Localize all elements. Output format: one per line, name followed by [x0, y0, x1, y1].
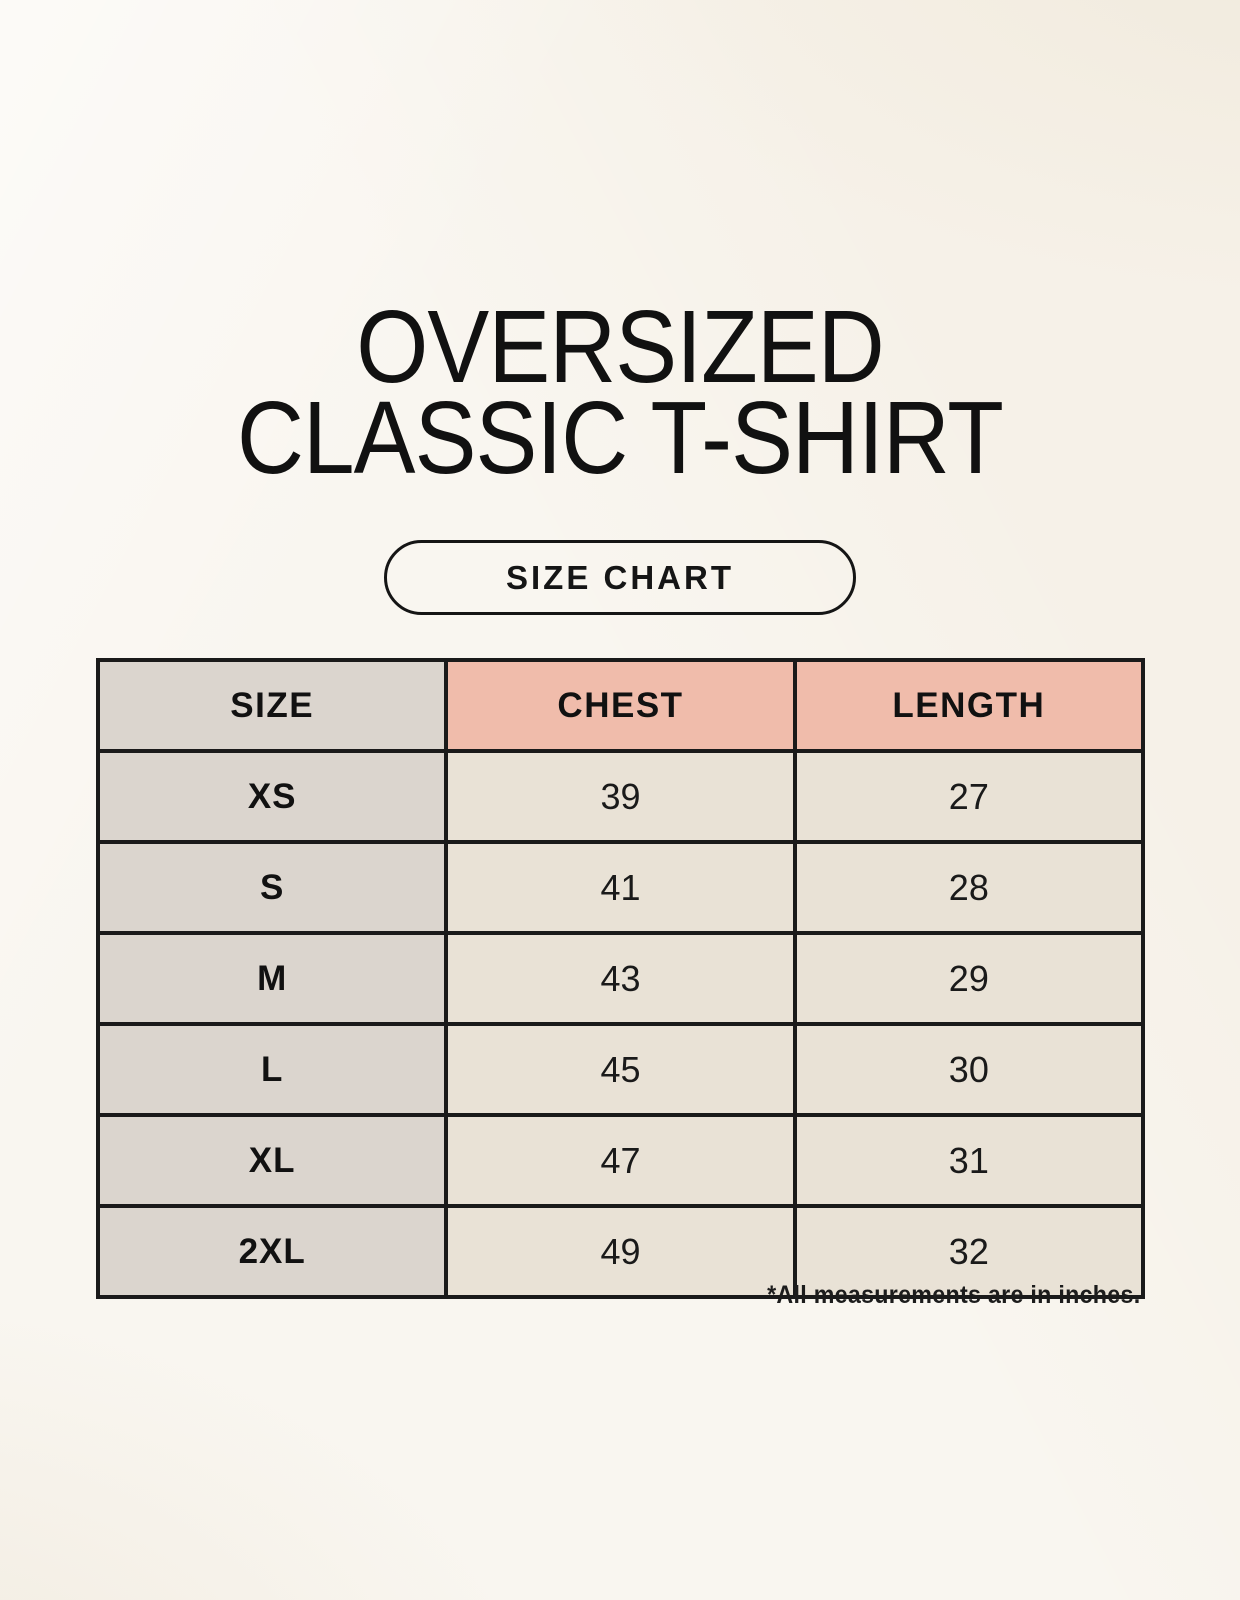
column-header-chest: CHEST	[444, 658, 797, 753]
column-header-length: LENGTH	[792, 658, 1146, 753]
table-row: 2XL 49 32	[95, 1204, 1146, 1299]
size-label-cell: 2XL	[95, 1204, 449, 1299]
length-value-cell: 29	[792, 931, 1146, 1026]
size-label-cell: XL	[95, 1113, 449, 1208]
length-value-cell: 32	[792, 1204, 1146, 1299]
length-value-cell: 28	[792, 840, 1146, 935]
chest-value-cell: 43	[444, 931, 797, 1026]
measurements-footnote: *All measurements are in inches.	[766, 1281, 1140, 1309]
length-value-cell: 31	[792, 1113, 1146, 1208]
chest-value-cell: 47	[444, 1113, 797, 1208]
chest-value-cell: 41	[444, 840, 797, 935]
table-row: XL 47 31	[95, 1113, 1146, 1208]
table-row: L 45 30	[95, 1022, 1146, 1117]
size-chart-button[interactable]: SIZE CHART	[384, 540, 856, 615]
table-row: M 43 29	[95, 931, 1146, 1026]
chest-value-cell: 49	[444, 1204, 797, 1299]
size-label-cell: XS	[95, 749, 449, 844]
column-header-size: SIZE	[95, 658, 449, 753]
size-table-body: XS 39 27 S 41 28 M 43 29 L 45 30 XL 47 31 2XL 49 32	[95, 749, 1146, 1299]
size-label-cell: S	[95, 840, 449, 935]
page-title: OVERSIZED CLASSIC T-SHIRT	[62, 295, 1178, 489]
table-row: XS 39 27	[95, 749, 1146, 844]
length-value-cell: 27	[792, 749, 1146, 844]
title-line-2: CLASSIC T-SHIRT	[236, 380, 1004, 495]
size-table-header: SIZE CHEST LENGTH	[95, 658, 1146, 753]
chest-value-cell: 45	[444, 1022, 797, 1117]
length-value-cell: 30	[792, 1022, 1146, 1117]
size-chart-table: SIZE CHEST LENGTH XS 39 27 S 41 28 M 43 29 L 45 30 X…	[95, 658, 1146, 1299]
table-row: S 41 28	[95, 840, 1146, 935]
size-label-cell: L	[95, 1022, 449, 1117]
size-label-cell: M	[95, 931, 449, 1026]
size-chart-button-label: SIZE CHART	[506, 558, 734, 596]
chest-value-cell: 39	[444, 749, 797, 844]
title-line-1: OVERSIZED	[356, 289, 884, 404]
header-row: SIZE CHEST LENGTH	[95, 658, 1146, 753]
